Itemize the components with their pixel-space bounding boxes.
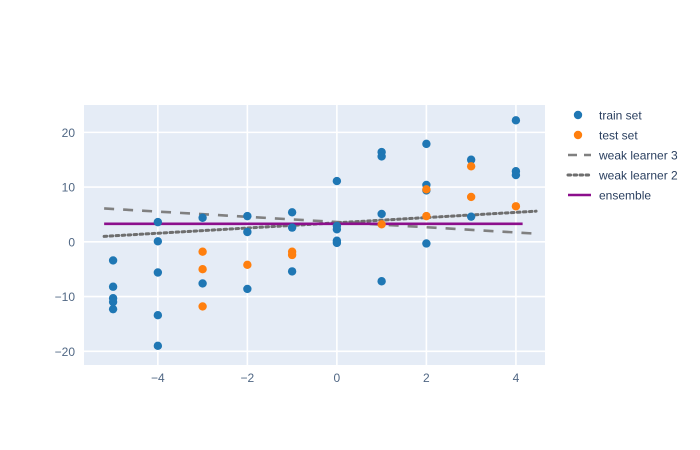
data-point-test-set <box>287 250 297 260</box>
data-point-train-set <box>466 212 476 221</box>
legend-label: weak learner 2 <box>598 169 678 183</box>
data-point-train-set <box>153 268 163 277</box>
x-tick-label: 0 <box>334 371 341 385</box>
data-point-train-set <box>377 209 386 219</box>
y-axis-ticks: −20 −10 0 10 20 <box>55 126 76 359</box>
data-point-train-set <box>332 238 342 248</box>
data-point-train-set <box>377 277 386 286</box>
data-point-train-set <box>108 297 118 307</box>
legend-item-ensemble[interactable]: ensemble <box>568 189 651 203</box>
x-gridlines <box>157 105 517 365</box>
data-point-train-set <box>287 223 297 232</box>
data-point-test-set <box>511 202 521 211</box>
data-point-train-set <box>332 225 342 234</box>
data-point-train-set <box>153 310 163 320</box>
legend-marker-dot <box>573 110 583 120</box>
plot-background <box>84 105 545 365</box>
data-point-train-set <box>198 213 207 222</box>
y-tick-label: 20 <box>62 126 76 140</box>
data-point-train-set <box>287 208 297 217</box>
data-point-test-set <box>377 220 386 229</box>
data-point-test-set <box>466 162 476 171</box>
data-point-train-set <box>422 239 431 248</box>
trend-lines <box>102 207 538 238</box>
data-point-test-set <box>466 192 476 202</box>
y-tick-label: 0 <box>68 235 75 249</box>
data-point-train-set <box>108 256 118 265</box>
data-point-test-set <box>243 260 252 270</box>
data-point-train-set <box>153 341 163 351</box>
legend-item-weak-learner-2[interactable]: weak learner 2 <box>566 169 678 183</box>
legend-label: ensemble <box>599 189 651 203</box>
data-point-train-set <box>243 227 252 237</box>
data-point-train-set <box>332 176 342 186</box>
data-point-train-set <box>198 279 207 288</box>
legend-item-weak-learner-3[interactable]: weak learner 3 <box>568 149 678 163</box>
data-points <box>108 116 521 351</box>
data-point-test-set <box>198 247 207 256</box>
legend-marker-dot <box>573 130 583 140</box>
data-point-train-set <box>153 237 163 246</box>
y-tick-label: 10 <box>62 181 76 195</box>
x-tick-label: −2 <box>241 371 255 385</box>
trend-line-weak-learner-3 <box>104 207 537 235</box>
data-point-train-set <box>243 284 252 294</box>
legend-label: weak learner 3 <box>598 149 678 163</box>
data-point-train-set <box>466 155 476 164</box>
x-tick-label: −4 <box>151 371 165 385</box>
data-point-train-set <box>511 116 521 125</box>
data-point-train-set <box>511 170 521 180</box>
data-point-test-set <box>198 302 207 311</box>
x-tick-label: 4 <box>513 371 520 385</box>
legend-label: test set <box>599 129 638 143</box>
data-point-train-set <box>377 152 386 161</box>
y-tick-label: −10 <box>55 290 76 304</box>
data-point-train-set <box>243 211 252 221</box>
data-point-train-set <box>422 139 431 149</box>
data-point-test-set <box>422 185 431 194</box>
legend-label: train set <box>599 109 642 123</box>
legend-item-test-set[interactable]: test set <box>573 129 639 143</box>
data-point-train-set <box>108 304 118 314</box>
legend-item-train-set[interactable]: train set <box>573 109 643 123</box>
data-point-train-set <box>287 267 297 276</box>
data-point-test-set <box>422 211 431 221</box>
data-point-train-set <box>108 282 118 291</box>
chart-legend: train set test set weak learner 3 weak lear… <box>566 109 678 203</box>
data-point-test-set <box>198 265 207 274</box>
y-tick-label: −20 <box>55 345 76 359</box>
x-axis-ticks: −4 −2 0 2 4 <box>151 371 520 385</box>
data-point-train-set <box>153 217 163 227</box>
x-tick-label: 2 <box>423 371 430 385</box>
